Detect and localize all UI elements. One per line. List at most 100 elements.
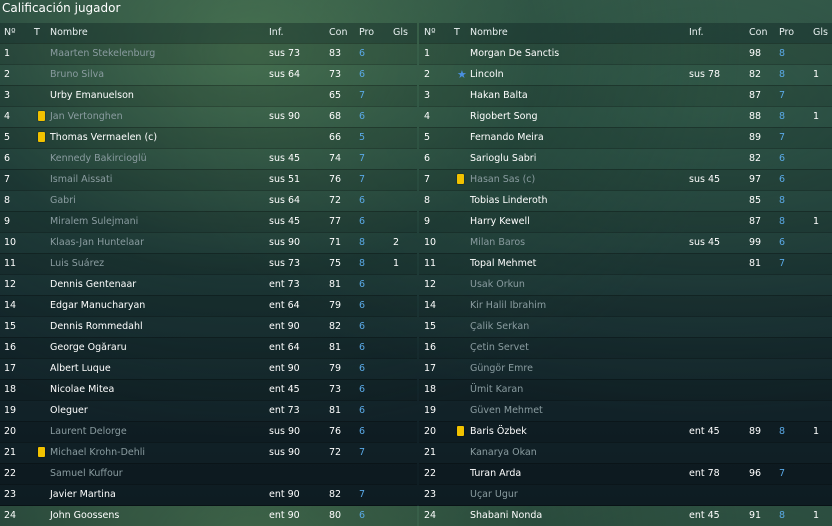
player-row[interactable]: 20 Baris Özbek ent 45 89 8 1 <box>419 421 832 442</box>
player-row[interactable]: 8 Gabri sus 64 72 6 <box>0 190 417 211</box>
player-rating: 6 <box>359 195 366 206</box>
player-row[interactable]: 15 Çalik Serkan <box>419 316 832 337</box>
player-name: Gabri <box>50 195 76 206</box>
player-row[interactable]: 8 Tobias Linderoth 85 8 <box>419 190 832 211</box>
player-row[interactable]: 6 Sarioglu Sabri 82 6 <box>419 148 832 169</box>
player-row[interactable]: 5 Thomas Vermaelen (c) 66 5 <box>0 127 417 148</box>
player-row[interactable]: 18 Nicolae Mitea ent 45 73 6 <box>0 379 417 400</box>
player-rating: 8 <box>359 258 366 269</box>
player-rating: 7 <box>359 174 366 185</box>
player-row[interactable]: 1 Maarten Stekelenburg sus 73 83 6 <box>0 43 417 64</box>
player-name: Güngör Emre <box>470 363 533 374</box>
player-name: Turan Arda <box>470 468 522 479</box>
player-name: Sarioglu Sabri <box>470 153 537 164</box>
column-header-inf[interactable]: Inf. <box>689 27 704 38</box>
player-rating: 8 <box>779 510 786 521</box>
player-row[interactable]: 4 Jan Vertonghen sus 90 68 6 <box>0 106 417 127</box>
yellow-card-icon <box>457 426 464 436</box>
player-name: Hasan Sas (c) <box>470 174 536 185</box>
player-row[interactable]: 7 Hasan Sas (c) sus 45 97 6 <box>419 169 832 190</box>
player-status: ent 90 <box>269 489 300 500</box>
column-header-pro[interactable]: Pro <box>359 27 375 38</box>
column-header-t[interactable]: T <box>454 27 460 38</box>
player-row[interactable]: 21 Kanarya Okan <box>419 442 832 463</box>
player-row[interactable]: 2 Bruno Silva sus 64 73 6 <box>0 64 417 85</box>
player-rating: 8 <box>779 69 786 80</box>
player-condition: 75 <box>329 258 342 269</box>
player-row[interactable]: 14 Edgar Manucharyan ent 64 79 6 <box>0 295 417 316</box>
player-row[interactable]: 17 Güngör Emre <box>419 358 832 379</box>
column-header-pro[interactable]: Pro <box>779 27 795 38</box>
column-header-gls[interactable]: Gls <box>393 27 408 38</box>
player-status: ent 78 <box>689 468 720 479</box>
player-row[interactable]: 4 Rigobert Song 88 8 1 <box>419 106 832 127</box>
player-row[interactable]: 6 Kennedy Bakircioglü sus 45 74 7 <box>0 148 417 169</box>
column-header-number[interactable]: Nº <box>424 27 436 38</box>
player-row[interactable]: 20 Laurent Delorge sus 90 76 6 <box>0 421 417 442</box>
player-row[interactable]: 17 Albert Luque ent 90 79 6 <box>0 358 417 379</box>
player-row[interactable]: 19 Güven Mehmet <box>419 400 832 421</box>
table-header: Nº T Nombre Inf. Con Pro Gls <box>419 23 832 43</box>
player-status: sus 73 <box>269 258 301 269</box>
column-header-gls[interactable]: Gls <box>813 27 828 38</box>
player-name: Urby Emanuelson <box>50 90 134 101</box>
column-header-number[interactable]: Nº <box>4 27 16 38</box>
player-number: 16 <box>424 342 437 353</box>
player-condition: 72 <box>329 447 342 458</box>
column-header-name[interactable]: Nombre <box>50 27 88 38</box>
player-row[interactable]: 12 Usak Orkun <box>419 274 832 295</box>
player-row[interactable]: 22 Turan Arda ent 78 96 7 <box>419 463 832 484</box>
player-row[interactable]: 11 Luis Suárez sus 73 75 8 1 <box>0 253 417 274</box>
player-row[interactable]: 21 Michael Krohn-Dehli sus 90 72 7 <box>0 442 417 463</box>
player-row[interactable]: 16 George Ogăraru ent 64 81 6 <box>0 337 417 358</box>
player-row[interactable]: 15 Dennis Rommedahl ent 90 82 6 <box>0 316 417 337</box>
player-row[interactable]: 12 Dennis Gentenaar ent 73 81 6 <box>0 274 417 295</box>
player-row[interactable]: 3 Hakan Balta 87 7 <box>419 85 832 106</box>
player-number: 23 <box>424 489 437 500</box>
player-row[interactable]: 19 Oleguer ent 73 81 6 <box>0 400 417 421</box>
player-rating: 8 <box>359 237 366 248</box>
column-header-name[interactable]: Nombre <box>470 27 508 38</box>
away-player-list: 1 Morgan De Sanctis 98 8 2 Lincoln sus 78 82 8 1 ★… <box>419 43 832 526</box>
player-row[interactable]: 9 Miralem Sulejmani sus 45 77 6 <box>0 211 417 232</box>
player-row[interactable]: 5 Fernando Meira 89 7 <box>419 127 832 148</box>
yellow-card-icon <box>38 111 45 121</box>
player-row[interactable]: 18 Ümit Karan <box>419 379 832 400</box>
player-rating: 8 <box>779 426 786 437</box>
player-condition: 91 <box>749 510 762 521</box>
player-number: 1 <box>4 48 11 59</box>
player-row[interactable]: 9 Harry Kewell 87 8 1 <box>419 211 832 232</box>
player-name: Uçar Ugur <box>470 489 518 500</box>
player-row[interactable]: 3 Urby Emanuelson 65 7 <box>0 85 417 106</box>
player-rating: 8 <box>779 111 786 122</box>
player-row[interactable]: 22 Samuel Kuffour <box>0 463 417 484</box>
player-name: Albert Luque <box>50 363 111 374</box>
player-status: ent 45 <box>689 510 720 521</box>
player-row[interactable]: 24 John Goossens ent 90 80 6 <box>0 505 417 526</box>
player-goals: 1 <box>813 510 820 521</box>
player-row[interactable]: 10 Klaas-Jan Huntelaar sus 90 71 8 2 <box>0 232 417 253</box>
player-name: Ismail Aissati <box>50 174 113 185</box>
player-row[interactable]: 14 Kir Halil Ibrahim <box>419 295 832 316</box>
player-name: Ümit Karan <box>470 384 524 395</box>
player-goals: 1 <box>813 69 820 80</box>
player-row[interactable]: 23 Uçar Ugur <box>419 484 832 505</box>
column-header-con[interactable]: Con <box>329 27 348 38</box>
player-row[interactable]: 11 Topal Mehmet 81 7 <box>419 253 832 274</box>
player-row[interactable]: 23 Javier Martina ent 90 82 7 <box>0 484 417 505</box>
player-row[interactable]: 10 Milan Baros sus 45 99 6 <box>419 232 832 253</box>
player-row[interactable]: 7 Ismail Aissati sus 51 76 7 <box>0 169 417 190</box>
player-number: 1 <box>424 48 431 59</box>
player-row[interactable]: 1 Morgan De Sanctis 98 8 <box>419 43 832 64</box>
player-condition: 88 <box>749 111 762 122</box>
player-rating: 6 <box>779 174 786 185</box>
column-header-con[interactable]: Con <box>749 27 768 38</box>
player-row[interactable]: 16 Çetin Servet <box>419 337 832 358</box>
column-header-t[interactable]: T <box>34 27 40 38</box>
player-rating: 7 <box>359 90 366 101</box>
player-condition: 85 <box>749 195 762 206</box>
column-header-inf[interactable]: Inf. <box>269 27 284 38</box>
player-condition: 81 <box>749 258 762 269</box>
player-row[interactable]: 24 Shabani Nonda ent 45 91 8 1 <box>419 505 832 526</box>
player-row[interactable]: 2 Lincoln sus 78 82 8 1 ★ <box>419 64 832 85</box>
